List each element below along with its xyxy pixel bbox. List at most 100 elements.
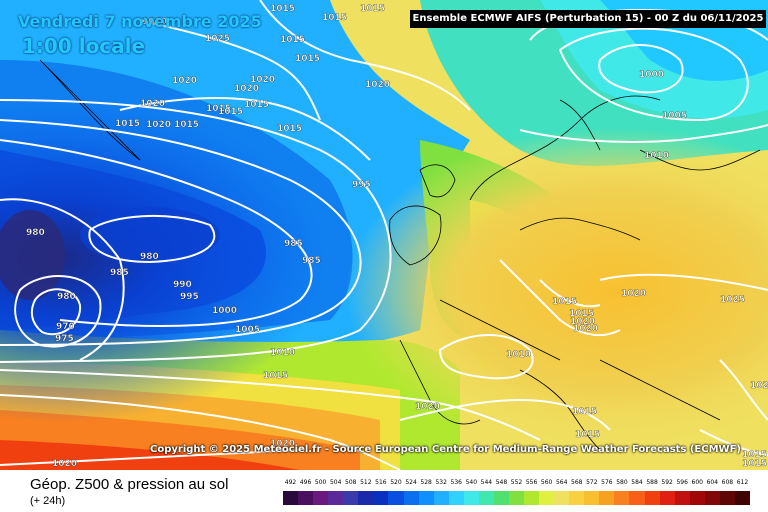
pressure-label: 1015 [295,54,320,64]
pressure-label: 1015 [569,309,594,319]
legend-swatch [734,491,750,505]
legend-label: 596 [676,479,688,486]
legend-label: 508 [345,479,357,486]
pressure-label: 1015 [575,430,600,440]
legend-swatch [448,491,464,505]
legend-swatch [388,491,404,505]
pressure-label: 1015 [244,100,269,110]
legend-swatch [614,491,630,505]
pressure-label: 995 [352,180,371,190]
pressure-label: 1015 [360,4,385,14]
legend-label: 520 [390,479,402,486]
legend-swatch [599,491,615,505]
legend-label: 548 [495,479,508,486]
map-title: Géop. Z500 & pression au sol [30,476,229,493]
pressure-label: 1020 [270,439,295,449]
pressure-label: 980 [57,292,76,302]
pressure-label: 1020 [250,75,275,85]
forecast-date: Vendredi 7 novembre 2025 [18,12,262,31]
pressure-label: 1010 [270,348,295,358]
legend-swatch [328,491,344,505]
legend-swatch [358,491,374,505]
legend-label: 552 [510,479,523,486]
legend-swatch [704,491,720,505]
pressure-label: 1015 [218,107,243,117]
pressure-label: 995 [180,292,199,302]
legend-label: 580 [616,479,628,486]
coastlines [39,59,761,451]
pressure-label: 1000 [212,306,237,316]
pressure-label: 1020 [621,289,646,299]
pressure-label: 1015 [552,297,577,307]
legend-label: 492 [284,479,297,486]
legend-label: 532 [435,479,447,486]
legend-label: 496 [299,479,312,486]
pressure-label: 1020 [146,120,171,130]
pressure-label: 1020 [573,324,598,334]
legend-swatch [463,491,479,505]
pressure-label: 1015 [206,104,231,114]
legend-swatch [418,491,434,505]
pressure-label: 1015 [742,459,767,469]
pressure-label: 1015 [572,407,597,417]
copyright-text: Copyright © 2025 Meteociel.fr - Source E… [150,444,741,455]
weather-map: 1020 1015 1015 1015 1025 1015 1015 1020 1020 1020… [0,0,768,470]
model-header: Ensemble ECMWF AIFS (Perturbation 15) - … [410,10,766,28]
legend-label: 612 [736,479,749,486]
legend-swatch [343,491,359,505]
pressure-label: 1020 [415,402,440,412]
legend-label: 572 [586,479,598,486]
pressure-label: 1010 [644,151,669,161]
legend-labels: 492 496 500 504 508 512 516 520 524 528 532 536 540 5… [283,479,750,489]
legend-label: 592 [661,479,673,486]
legend-label: 500 [314,479,327,486]
legend-swatch [313,491,329,505]
forecast-range: (+ 24h) [30,495,66,507]
pressure-label: 1020 [140,99,165,109]
legend-swatch [569,491,585,505]
legend-label: 588 [646,479,658,486]
legend-label: 516 [375,479,387,486]
legend-label: 524 [405,479,417,486]
legend-swatch [629,491,645,505]
legend-label: 540 [465,479,478,486]
legend-swatch [674,491,690,505]
legend-label: 568 [571,479,583,486]
legend-swatch [508,491,524,505]
legend-label: 604 [706,479,719,486]
pressure-label: 1015 [263,371,288,381]
legend-swatch [644,491,660,505]
legend-label: 576 [601,479,613,486]
legend-label: 608 [721,479,734,486]
legend-swatch [433,491,449,505]
legend-swatch [689,491,705,505]
pressure-label: 985 [110,268,129,278]
legend-swatch [719,491,735,505]
legend-swatch [298,491,314,505]
legend-swatch [539,491,555,505]
pressure-label: 1000 [639,70,664,80]
pressure-label: 1015 [742,450,767,460]
legend-label: 584 [631,479,643,486]
legend-swatch [373,491,389,505]
pressure-label: 1015 [270,4,295,14]
pressure-label: 1015 [174,120,199,130]
pressure-label: 1015 [115,119,140,129]
pressure-label: 1025 [720,295,745,305]
legend-label: 504 [329,479,342,486]
pressure-label: 1025 [205,34,230,44]
pressure-label: 975 [55,334,74,344]
pressure-label: 1015 [280,35,305,45]
pressure-label: 102 [750,381,768,391]
pressure-label: 1015 [322,13,347,23]
pressure-label: 1020 [142,17,167,27]
pressure-label: 1020 [365,80,390,90]
footer-bar: Géop. Z500 & pression au sol (+ 24h) 492… [0,470,768,512]
legend-swatch [283,491,299,505]
legend-swatch [659,491,675,505]
pressure-label: 1020 [570,317,595,327]
pressure-label: 1020 [172,76,197,86]
pressure-label: 980 [26,228,45,238]
